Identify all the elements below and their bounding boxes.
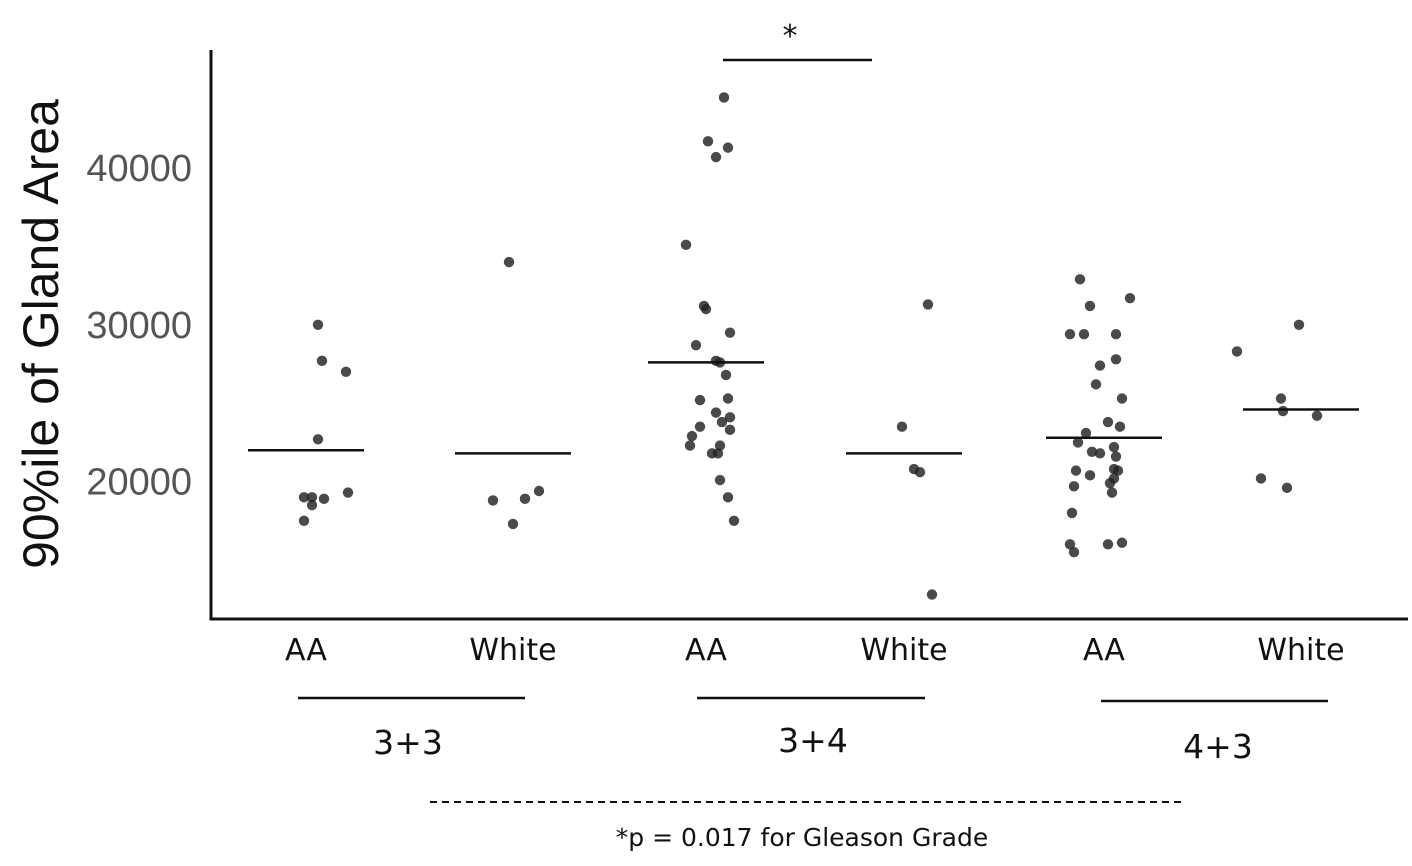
significance-star: * bbox=[783, 19, 798, 54]
data-point bbox=[318, 493, 330, 505]
data-point bbox=[710, 151, 722, 163]
data-point bbox=[1108, 441, 1120, 453]
data-point bbox=[1275, 393, 1287, 404]
data-point bbox=[316, 355, 328, 367]
data-point bbox=[1106, 487, 1118, 498]
data-point bbox=[487, 495, 499, 506]
data-point bbox=[1066, 507, 1078, 519]
data-point bbox=[1094, 448, 1106, 459]
data-point bbox=[298, 492, 310, 503]
y-tick-label: 20000 bbox=[86, 462, 192, 504]
data-point bbox=[306, 492, 318, 503]
data-point bbox=[1090, 379, 1102, 390]
points-layer bbox=[298, 92, 1323, 600]
data-point bbox=[1255, 473, 1267, 484]
data-point bbox=[700, 303, 712, 315]
data-point bbox=[728, 515, 740, 526]
data-point bbox=[702, 136, 714, 147]
data-point bbox=[1110, 451, 1122, 462]
data-point bbox=[1116, 537, 1128, 548]
data-point bbox=[312, 319, 324, 330]
group-label: 3+4 bbox=[778, 721, 848, 760]
x-category-label: AA bbox=[685, 633, 727, 668]
data-point bbox=[896, 421, 908, 432]
x-category-label: White bbox=[469, 633, 556, 668]
data-point bbox=[1110, 354, 1122, 365]
data-point bbox=[1124, 292, 1136, 304]
data-point bbox=[533, 485, 545, 497]
footnote-text: *p = 0.017 for Gleason Grade bbox=[616, 823, 988, 852]
data-point bbox=[1116, 393, 1128, 404]
data-point bbox=[1086, 446, 1098, 458]
x-category-label: White bbox=[860, 633, 947, 668]
data-point bbox=[694, 421, 706, 432]
data-point bbox=[342, 487, 354, 498]
data-point bbox=[680, 239, 692, 251]
y-tick-label: 40000 bbox=[86, 148, 192, 190]
data-point bbox=[710, 407, 722, 418]
data-point bbox=[722, 142, 734, 153]
data-point bbox=[1112, 465, 1124, 476]
data-point bbox=[724, 327, 736, 338]
data-point bbox=[1072, 437, 1084, 448]
data-point bbox=[1068, 481, 1080, 492]
data-point bbox=[1064, 329, 1076, 340]
axes-layer: 20000 30000 40000 90%ile of Gland Area bbox=[13, 50, 1408, 621]
x-category-label: White bbox=[1257, 633, 1344, 668]
data-point bbox=[519, 493, 531, 505]
data-point bbox=[1110, 329, 1122, 340]
data-point bbox=[1293, 319, 1305, 330]
data-point bbox=[1231, 346, 1243, 357]
data-point bbox=[306, 499, 318, 511]
data-point bbox=[1311, 410, 1323, 421]
data-point bbox=[1277, 405, 1289, 417]
data-point bbox=[1281, 482, 1293, 494]
data-point bbox=[1114, 421, 1126, 432]
data-point bbox=[1102, 416, 1114, 428]
data-point bbox=[1104, 477, 1116, 489]
data-point bbox=[298, 515, 310, 526]
data-point bbox=[686, 430, 698, 442]
data-point bbox=[1084, 300, 1096, 312]
data-point bbox=[503, 256, 515, 268]
data-point bbox=[926, 589, 938, 600]
data-point bbox=[724, 412, 736, 423]
data-point bbox=[684, 440, 696, 451]
data-point bbox=[1068, 546, 1080, 558]
means-layer bbox=[248, 361, 1359, 455]
data-point bbox=[1070, 465, 1082, 476]
data-point bbox=[1102, 539, 1114, 550]
data-point bbox=[1064, 539, 1076, 550]
data-point bbox=[718, 92, 730, 103]
labels-layer: AA White AA White AA White 3+3 3+4 4+3 * *p = 0.01… bbox=[285, 19, 1345, 852]
data-point bbox=[1080, 427, 1092, 439]
data-point bbox=[714, 474, 726, 486]
data-point bbox=[694, 394, 706, 406]
data-point bbox=[922, 299, 934, 310]
data-point bbox=[507, 518, 519, 530]
data-point bbox=[312, 434, 324, 445]
data-point bbox=[690, 339, 702, 351]
data-point bbox=[340, 366, 352, 378]
data-point bbox=[714, 440, 726, 451]
data-point bbox=[722, 492, 734, 503]
data-point bbox=[1094, 360, 1106, 371]
group-label: 4+3 bbox=[1183, 727, 1253, 766]
data-point bbox=[1084, 470, 1096, 481]
data-point bbox=[716, 416, 728, 428]
y-tick-label: 30000 bbox=[86, 305, 192, 347]
data-point bbox=[712, 448, 724, 459]
data-point bbox=[1078, 329, 1090, 340]
data-point bbox=[914, 466, 926, 478]
y-axis-title: 90%ile of Gland Area bbox=[13, 99, 69, 569]
group-label: 3+3 bbox=[373, 723, 443, 762]
data-point bbox=[724, 424, 736, 436]
data-point bbox=[720, 369, 732, 381]
x-category-label: AA bbox=[1083, 633, 1125, 668]
data-point bbox=[1074, 274, 1086, 285]
x-category-label: AA bbox=[285, 633, 327, 668]
data-point bbox=[722, 393, 734, 404]
